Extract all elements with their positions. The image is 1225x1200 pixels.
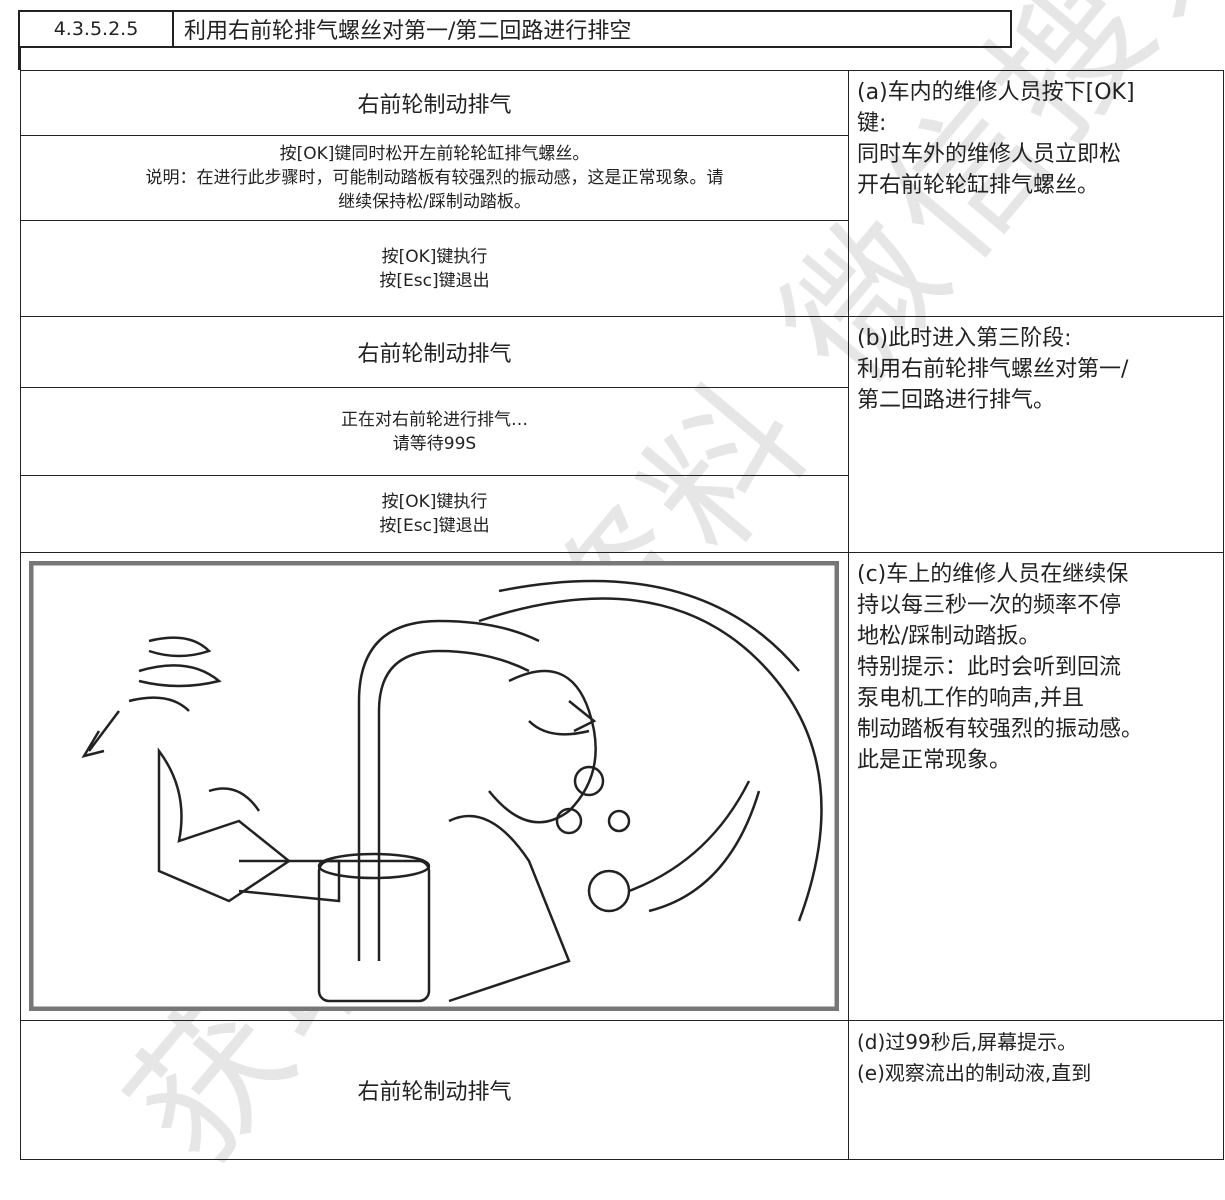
section-cell: 4.3.5.2.5 [18, 10, 174, 48]
text-line: (c)车上的维修人员在继续保 [857, 562, 1129, 587]
screen-title: 右前轮制动排气 [20, 70, 849, 136]
text-line: 地松/踩制动踏扳。 [857, 624, 1041, 649]
step-note: (b)此时进入第三阶段: 利用右前轮排气螺丝对第一/第二回路进行排气。 [848, 316, 1224, 553]
text-line: 按[Esc]键退出 [379, 270, 490, 291]
text-line: 特别提示：此时会听到回流 [857, 655, 1122, 680]
step-note: (c)车上的维修人员在继续保 持以每三秒一次的频率不停 地松/踩制动踏扳。特别提示：… [848, 552, 1224, 1021]
step-note: (a)车内的维修人员按下[OK] 键: 同时车外的维修人员立即松 开右前轮轮缸排气螺丝… [848, 70, 1224, 317]
text-line: 按[OK]键同时松开左前轮轮缸排气螺丝。 [279, 144, 590, 164]
screen-title: 右前轮制动排气 [20, 316, 849, 388]
step-note: (d)过99秒后,屏幕提示。 (e)观察流出的制动液,直到 [848, 1020, 1224, 1160]
screen-message: 按[OK]键同时松开左前轮轮缸排气螺丝。说明：在进行此步骤时，可能制动踏板有较强… [20, 135, 849, 221]
text-line: (a)车内的维修人员按下[OK] [857, 80, 1135, 105]
text-line: 开右前轮轮缸排气螺丝。 [857, 173, 1100, 198]
text-line: 按[Esc]键退出 [379, 516, 490, 536]
screen-message: 正在对右前轮进行排气… 请等待99S [20, 387, 849, 476]
text-line: 请等待99S [392, 433, 477, 454]
title-cell: 利用右前轮排气螺丝对第一/第二回路进行排空 [172, 10, 1012, 48]
section-title: 利用右前轮排气螺丝对第一/第二回路进行排空 [184, 19, 632, 44]
text-line: 持以每三秒一次的频率不停 [857, 593, 1122, 618]
text-line: 利用右前轮排气螺丝对第一/ [857, 357, 1129, 382]
text-line: 同时车外的维修人员立即松 [857, 142, 1122, 167]
text-line: (b)此时进入第三阶段: [857, 326, 1072, 351]
section-number: 4.3.5.2.5 [53, 18, 139, 40]
text-line: 继续保持松/踩制动踏板。 [338, 192, 531, 212]
text-line: 此是正常现象。 [857, 748, 1012, 773]
text-line: (d)过99秒后,屏幕提示。 [857, 1030, 1078, 1054]
illustration [29, 561, 839, 1011]
text-line: 第二回路进行排气。 [857, 388, 1056, 413]
rule [18, 48, 21, 70]
text-line: (e)观察流出的制动液,直到 [857, 1061, 1092, 1085]
screen-prompt: 按[OK]键执行 按[Esc]键退出 [20, 220, 849, 317]
image-cell [20, 552, 849, 1021]
text-line: 键: [857, 111, 887, 136]
page: {"header":{"section":"4.3.5.2.5","title"… [18, 0, 1225, 1195]
text-line: 按[OK]键执行 [381, 246, 488, 267]
text-line: 泵电机工作的响声,并且 [857, 686, 1084, 711]
text-line: 制动踏板有较强烈的振动感。 [857, 717, 1144, 742]
text-line: 正在对右前轮进行排气… [341, 409, 528, 430]
text-line: 说明：在进行此步骤时，可能制动踏板有较强烈的振动感，这是正常现象。请 [145, 168, 724, 188]
text-line: 按[OK]键执行 [381, 492, 488, 512]
screen-prompt: 按[OK]键执行 按[Esc]键退出 [20, 475, 849, 553]
screen-title: 右前轮制动排气 [20, 1020, 849, 1160]
